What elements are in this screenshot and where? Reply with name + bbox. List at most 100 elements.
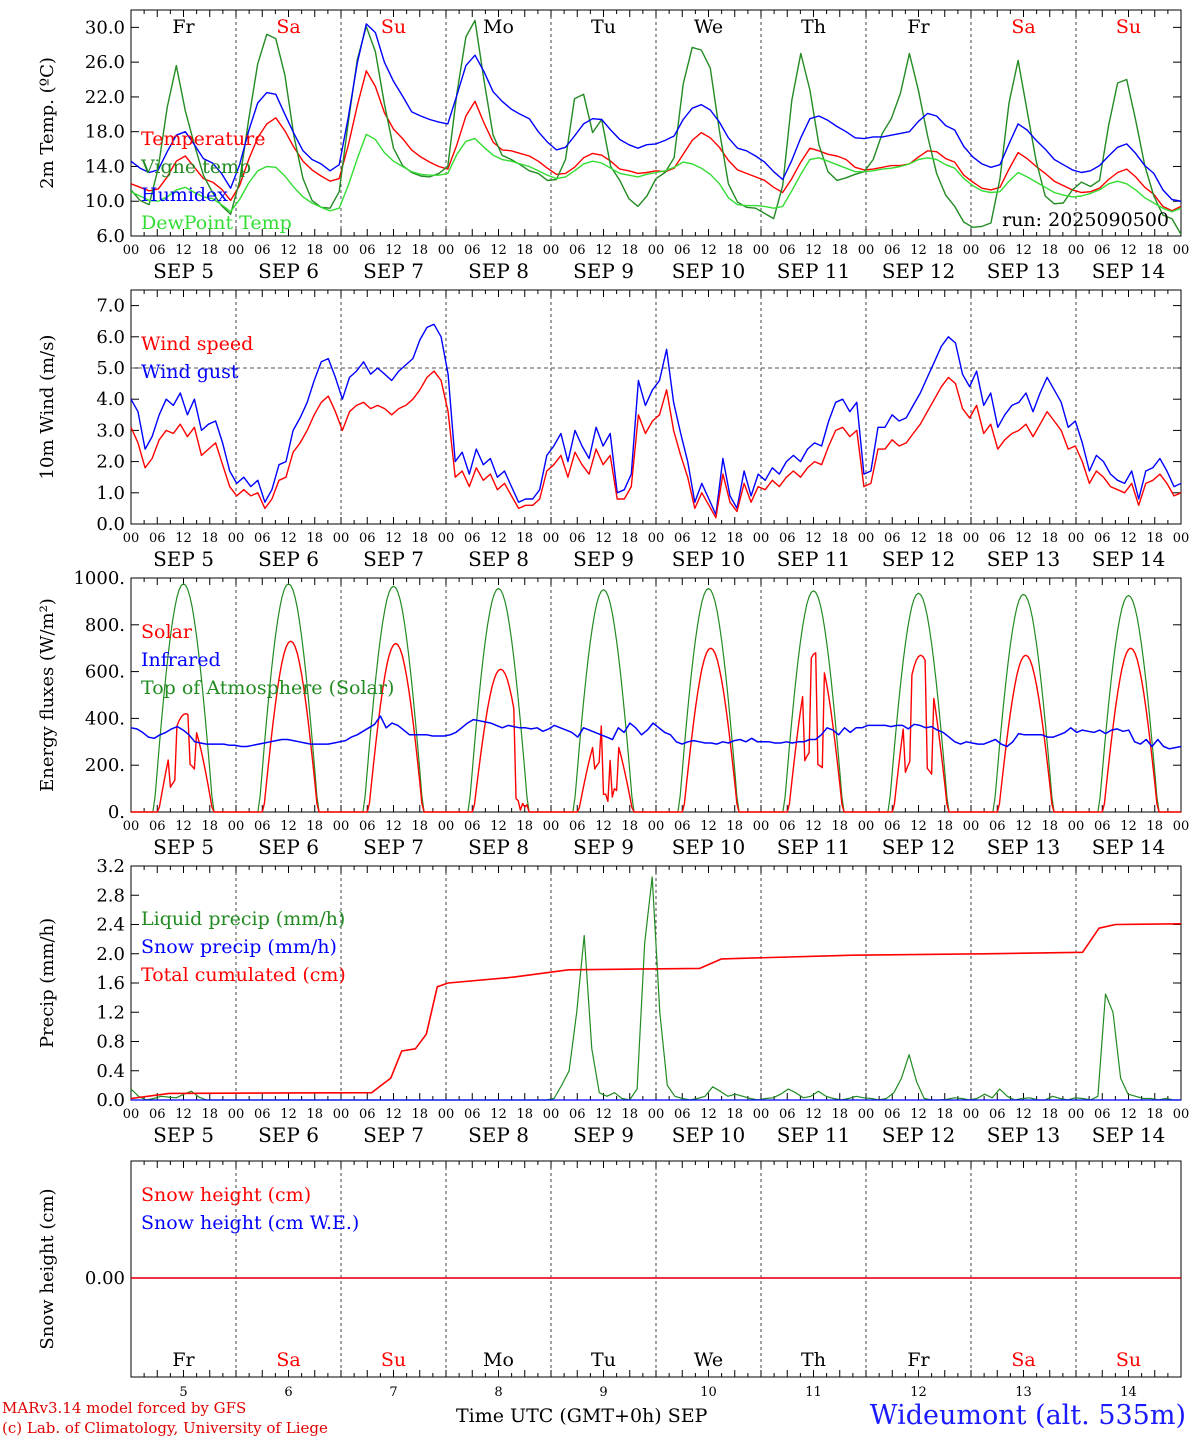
hour-label: 06 xyxy=(149,1107,166,1122)
day-number-label: 7 xyxy=(389,1385,397,1400)
hour-label: 18 xyxy=(726,243,743,258)
hour-label: 12 xyxy=(700,531,717,546)
date-label: SEP 6 xyxy=(258,835,319,859)
hour-label: 12 xyxy=(805,531,822,546)
hour-label: 12 xyxy=(1015,531,1032,546)
date-label: SEP 5 xyxy=(153,835,214,859)
hour-label: 00 xyxy=(753,819,770,834)
weekday-label: Mo xyxy=(483,16,514,38)
date-label: SEP 14 xyxy=(1092,259,1166,283)
date-label: SEP 13 xyxy=(987,547,1061,571)
hour-label: 18 xyxy=(621,243,638,258)
hour-label: 00 xyxy=(858,531,875,546)
weekday-label: Tu xyxy=(591,16,616,38)
date-label: SEP 8 xyxy=(468,1123,529,1147)
date-label: SEP 13 xyxy=(987,835,1061,859)
hour-label: 18 xyxy=(726,1107,743,1122)
hour-label: 00 xyxy=(333,819,350,834)
date-label: SEP 5 xyxy=(153,547,214,571)
x-axis-title: Time UTC (GMT+0h) SEP xyxy=(456,1405,708,1427)
date-label: SEP 12 xyxy=(882,1123,956,1147)
hour-label: 12 xyxy=(490,531,507,546)
hour-label: 00 xyxy=(648,243,665,258)
date-label: SEP 9 xyxy=(573,259,634,283)
hour-label: 00 xyxy=(438,819,455,834)
weekday-label: Mo xyxy=(483,1349,514,1371)
y-tick-label: 0.0 xyxy=(96,1090,125,1111)
hour-label: 06 xyxy=(464,531,481,546)
hour-label: 18 xyxy=(306,243,323,258)
series-line-total-cumulated xyxy=(130,923,1182,1100)
station-title: Wideumont (alt. 535m) xyxy=(869,1400,1186,1431)
hour-label: 18 xyxy=(1146,819,1163,834)
hour-label: 06 xyxy=(674,1107,691,1122)
lab-credit: (c) Lab. of Climatology, University of L… xyxy=(2,1419,328,1437)
hour-label: 06 xyxy=(569,243,586,258)
legend-entry: Snow height (cm W.E.) xyxy=(141,1212,359,1234)
hour-label: 18 xyxy=(936,1107,953,1122)
weekday-label: We xyxy=(694,16,723,38)
hour-label: 12 xyxy=(175,819,192,834)
hour-label: 12 xyxy=(385,819,402,834)
y-tick-label: 0.8 xyxy=(96,1032,125,1053)
y-tick-label: 2.0 xyxy=(96,944,125,965)
hour-label: 00 xyxy=(228,243,245,258)
date-label: SEP 11 xyxy=(777,835,851,859)
hour-label: 18 xyxy=(201,531,218,546)
hour-label: 00 xyxy=(648,819,665,834)
y-axis-label: Snow height (cm) xyxy=(37,1188,58,1349)
hour-label: 06 xyxy=(884,819,901,834)
hour-label: 00 xyxy=(123,819,140,834)
hour-label: 06 xyxy=(149,243,166,258)
legend-entry: Temperature xyxy=(141,128,265,150)
hour-label: 06 xyxy=(1094,1107,1111,1122)
hour-label: 00 xyxy=(648,1107,665,1122)
hour-label: 00 xyxy=(123,243,140,258)
hour-label: 06 xyxy=(569,531,586,546)
panel-1: 6.0 10.0 14.0 18.0 22.0 26.0 30.0 2m Temp. (ºC)… xyxy=(37,9,1189,283)
hour-label: 18 xyxy=(201,1107,218,1122)
hour-label: 00 xyxy=(858,1107,875,1122)
hour-label: 06 xyxy=(779,531,796,546)
hour-label: 18 xyxy=(1041,1107,1058,1122)
hour-label: 06 xyxy=(779,1107,796,1122)
hour-label: 18 xyxy=(1146,243,1163,258)
hour-label: 18 xyxy=(621,1107,638,1122)
date-label: SEP 10 xyxy=(672,1123,746,1147)
hour-label: 00 xyxy=(438,531,455,546)
day-number-label: 13 xyxy=(1015,1385,1032,1400)
hour-label: 06 xyxy=(569,1107,586,1122)
hour-label: 00 xyxy=(333,1107,350,1122)
hour-label: 18 xyxy=(936,531,953,546)
hour-label: 12 xyxy=(595,531,612,546)
y-axis-label: 2m Temp. (ºC) xyxy=(37,57,58,189)
hour-label: 06 xyxy=(989,243,1006,258)
hour-label: 12 xyxy=(1120,531,1137,546)
y-axis-label: 10m Wind (m/s) xyxy=(37,335,58,480)
hour-label: 00 xyxy=(753,243,770,258)
hour-label: 00 xyxy=(543,531,560,546)
y-tick-label: 200. xyxy=(85,755,125,776)
series-line-vigne-temp xyxy=(130,19,1182,235)
day-number-label: 11 xyxy=(805,1385,822,1400)
legend-entry: Humidex xyxy=(141,184,228,206)
hour-label: 18 xyxy=(516,1107,533,1122)
hour-label: 18 xyxy=(1041,819,1058,834)
y-tick-label: 0. xyxy=(108,802,125,823)
hour-label: 00 xyxy=(333,531,350,546)
date-label: SEP 12 xyxy=(882,835,956,859)
hour-label: 00 xyxy=(228,1107,245,1122)
day-number-label: 6 xyxy=(284,1385,292,1400)
hour-label: 06 xyxy=(884,243,901,258)
y-tick-label: 14.0 xyxy=(85,156,125,177)
hour-label: 00 xyxy=(1173,1107,1190,1122)
date-label: SEP 14 xyxy=(1092,547,1166,571)
date-label: SEP 11 xyxy=(777,259,851,283)
hour-label: 12 xyxy=(595,243,612,258)
hour-label: 06 xyxy=(1094,819,1111,834)
hour-label: 18 xyxy=(831,531,848,546)
hour-label: 12 xyxy=(805,243,822,258)
weekday-label: Sa xyxy=(276,1349,300,1371)
date-label: SEP 10 xyxy=(672,547,746,571)
